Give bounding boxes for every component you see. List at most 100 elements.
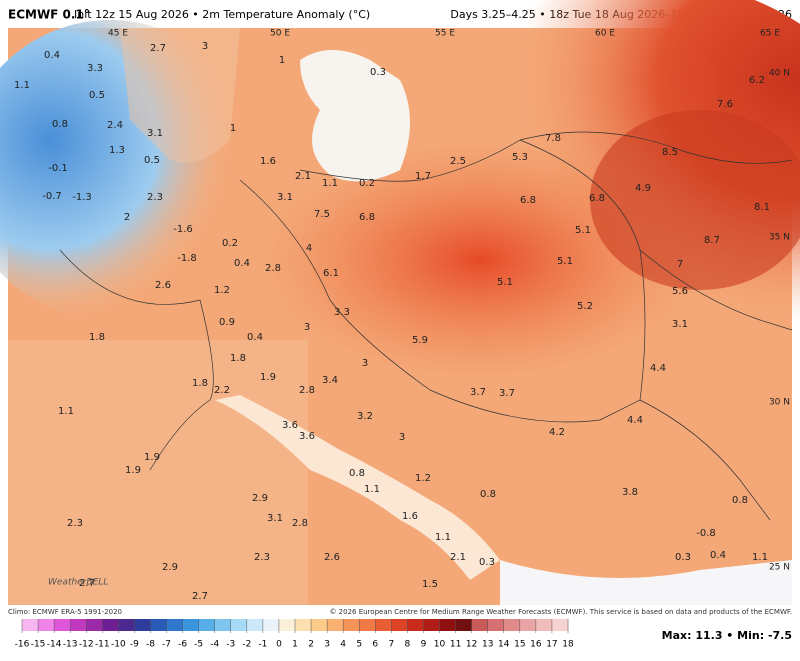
anomaly-label: 8.7 [704, 235, 720, 246]
lon-label: 55 E [435, 29, 455, 39]
anomaly-label: 0.2 [359, 178, 375, 189]
anomaly-label: 1.3 [109, 145, 125, 156]
colorbar-swatch [519, 619, 537, 631]
colorbar-label: 8 [405, 640, 411, 650]
anomaly-label: 5.1 [557, 256, 573, 267]
anomaly-label: 5.6 [672, 286, 688, 297]
anomaly-label: 3 [362, 358, 368, 369]
watermark: WeatherBELL [48, 578, 108, 588]
colorbar-swatch [487, 619, 505, 631]
colorbar-swatch [535, 619, 553, 631]
colorbar-swatch [230, 619, 248, 631]
map-area [0, 0, 800, 605]
anomaly-label: 7.6 [717, 99, 733, 110]
anomaly-label: -0.8 [696, 528, 716, 539]
anomaly-label: 3.4 [322, 375, 338, 386]
colorbar-swatch [278, 619, 296, 631]
anomaly-label: 4.4 [627, 415, 643, 426]
colorbar-swatch [391, 619, 408, 631]
colorbar-label: -15 [31, 640, 46, 650]
anomaly-label: 0.3 [675, 552, 691, 563]
colorbar-label: -11 [95, 640, 110, 650]
anomaly-label: 1.2 [214, 285, 230, 296]
anomaly-label: -1.8 [177, 253, 197, 264]
init-time: Init 12z 15 Aug 2026 • 2m Temperature An… [74, 8, 370, 21]
anomaly-label: 2.9 [162, 562, 178, 573]
anomaly-label: 2.3 [147, 192, 163, 203]
colorbar-label: -10 [111, 640, 126, 650]
climo-note: Climo: ECMWF ERA-5 1991-2020 [8, 608, 122, 616]
colorbar-label: -4 [210, 640, 219, 650]
colorbar-label: -14 [47, 640, 62, 650]
colorbar-label: 17 [546, 640, 557, 650]
borders [59, 131, 793, 521]
colorbar-label: 15 [514, 640, 525, 650]
anomaly-label: 6.1 [323, 268, 339, 279]
anomaly-label: 0.2 [222, 238, 238, 249]
colorbar-label: 1 [292, 640, 298, 650]
anomaly-label: 8.1 [754, 202, 770, 213]
anomaly-label: -0.7 [42, 191, 62, 202]
value-labels: 0.43.32.7 31.10.50.8 2.43.11.30.5-0.1-0.7-… [14, 41, 770, 602]
anomaly-label: -1.6 [173, 224, 193, 235]
anomaly-label: 2.5 [450, 156, 466, 167]
copyright: © 2026 European Centre for Medium Range … [329, 608, 792, 616]
anomaly-label: 2.2 [214, 385, 230, 396]
colorbar-label: 12 [466, 640, 477, 650]
arabian-sea [500, 560, 792, 605]
anomaly-label: 2.8 [265, 263, 281, 274]
anomaly-label: 7.8 [545, 133, 561, 144]
colorbar-swatch [551, 619, 569, 631]
anomaly-label: 2.8 [299, 385, 315, 396]
colorbar-swatch [503, 619, 521, 631]
anomaly-label: 2.8 [292, 518, 308, 529]
anomaly-label: 1.5 [422, 579, 438, 590]
anomaly-label: 5.3 [512, 152, 528, 163]
anomaly-label: 5.1 [497, 277, 513, 288]
colorbar-swatch [214, 619, 232, 631]
colorbar-swatch [471, 619, 489, 631]
colorbar-swatch [38, 619, 55, 631]
anomaly-label: 2.1 [295, 171, 311, 182]
lon-label: 45 E [108, 29, 128, 39]
anomaly-label: 3 [304, 322, 310, 333]
anomaly-label: 3.1 [267, 513, 283, 524]
colorbar-label: -2 [242, 640, 251, 650]
anomaly-label: 2.6 [155, 280, 171, 291]
anomaly-label: 7 [677, 259, 683, 270]
anomaly-label: 2.4 [107, 120, 123, 131]
anomaly-label: 1.6 [402, 511, 418, 522]
anomaly-label: 3 [399, 432, 405, 443]
anomaly-label: 4.2 [549, 427, 565, 438]
anomaly-label: 6.8 [589, 193, 605, 204]
anomaly-label: 4.9 [635, 183, 651, 194]
colorbar-swatch [455, 619, 473, 631]
lon-label: 60 E [595, 29, 615, 39]
anomaly-label: 1 [279, 55, 285, 66]
anomaly-label: 1.9 [125, 465, 141, 476]
anomaly-label: -1.3 [72, 192, 92, 203]
anomaly-label: -0.1 [48, 163, 68, 174]
colorbar-swatch [22, 619, 39, 631]
anomaly-label: 1.1 [435, 532, 451, 543]
lon-label: 65 E [760, 29, 780, 39]
anomaly-label: 3.3 [334, 307, 350, 318]
anomaly-label: 4.4 [650, 363, 666, 374]
anomaly-label: 4 [306, 243, 312, 254]
anomaly-label: 8.5 [662, 147, 678, 158]
lat-label: 30 N [769, 398, 790, 408]
warm-core [590, 110, 800, 290]
colorbar-label: -1 [258, 640, 267, 650]
anomaly-label: 3 [202, 41, 208, 52]
anomaly-label: 1.8 [89, 332, 105, 343]
persian-gulf [215, 395, 500, 580]
anomaly-label: 1.2 [415, 473, 431, 484]
colorbar-label: 5 [356, 640, 362, 650]
latitude-labels: 40 N 35 N 30 N 25 N [769, 69, 790, 573]
anomaly-label: 1 [230, 123, 236, 134]
anomaly-label: 3.1 [277, 192, 293, 203]
colorbar-label: 13 [482, 640, 493, 650]
colorbar-swatch [134, 619, 151, 631]
anomaly-label: 2.3 [67, 518, 83, 529]
colorbar-label: 16 [530, 640, 542, 650]
